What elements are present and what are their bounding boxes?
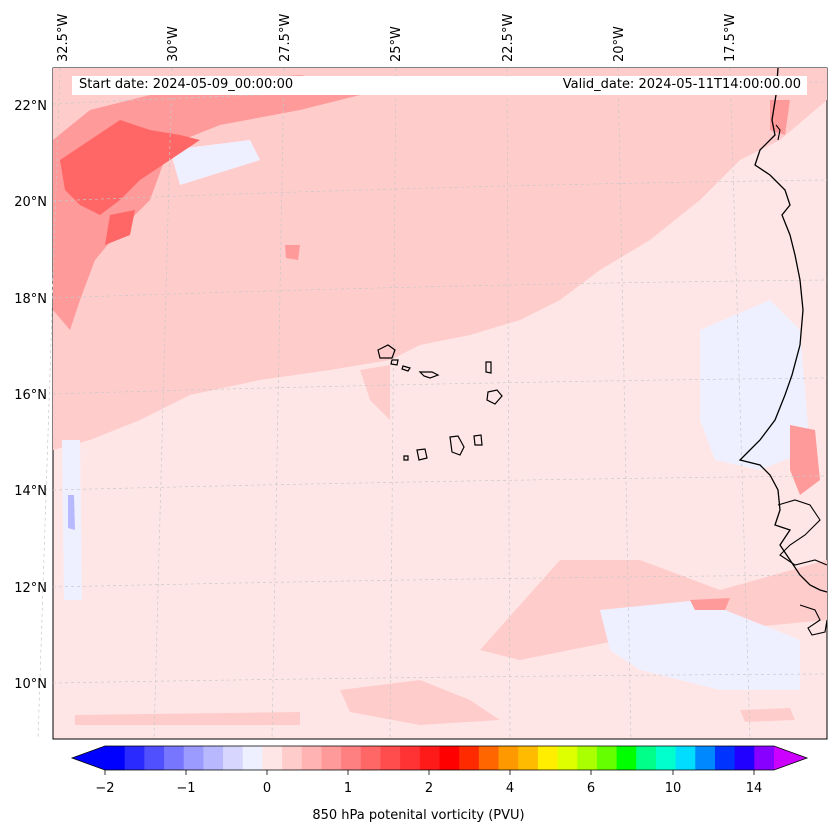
- lat-label: 14°N: [14, 484, 47, 499]
- pv-contour-negative-4: [170, 140, 260, 185]
- colorbar-segment: [105, 746, 126, 770]
- bissagos-outline: [799, 604, 828, 636]
- colorbar-segment: [419, 746, 440, 770]
- pv-contour-negative-2: [600, 600, 800, 690]
- pv-contour-low-5: [740, 708, 795, 722]
- latitude-labels: 22°N 20°N 18°N 16°N 14°N 12°N 10°N: [14, 99, 47, 692]
- lat-label: 20°N: [14, 195, 47, 210]
- colorbar-tick-label: 2: [424, 781, 434, 796]
- gambia-outline: [777, 499, 828, 566]
- lat-label: 10°N: [14, 677, 47, 692]
- colorbar-tick-label: 6: [586, 781, 596, 796]
- lon-label: 25°W: [389, 26, 404, 62]
- pv-contour-negative-5: [68, 495, 75, 530]
- colorbar-segment: [537, 746, 559, 770]
- colorbar-segment: [478, 746, 500, 770]
- colorbar-tick-label: 10: [664, 781, 682, 796]
- colorbar-segment: [498, 746, 519, 770]
- colorbar-segment: [262, 746, 283, 770]
- colorbar-segment: [380, 746, 401, 770]
- colorbar-segment: [360, 746, 381, 770]
- pv-contour-mid-3: [790, 425, 820, 495]
- colorbar-segment: [203, 746, 224, 770]
- valid-date-text: Valid_date: 2024-05-11T14:00:00.00: [562, 77, 801, 92]
- pv-contour-low-3: [340, 680, 500, 725]
- colorbar-segment: [439, 746, 460, 770]
- pv-contour-mid-2: [285, 245, 300, 260]
- colorbar-tick-label: 0: [262, 781, 272, 796]
- colorbar-segment: [636, 746, 657, 770]
- colorbar-segment: [596, 746, 618, 770]
- colorbar-segment: [675, 746, 696, 770]
- lat-label: 22°N: [14, 99, 47, 114]
- cabo-verde-islands: [377, 344, 503, 461]
- bay-outline: [775, 124, 781, 141]
- pv-contour-low-4: [75, 712, 300, 725]
- pv-contour-mid-5: [770, 100, 790, 135]
- colorbar-segment: [459, 746, 480, 770]
- colorbar-segment: [183, 746, 204, 770]
- colorbar-segment: [714, 746, 736, 770]
- colorbar-segment: [341, 746, 362, 770]
- colorbar-segment: [616, 746, 637, 770]
- colorbar-extend-low: [72, 746, 105, 770]
- pv-contour-mid-4: [690, 598, 730, 610]
- lon-label: 17.5°W: [723, 14, 738, 62]
- graticule: [37, 67, 828, 740]
- colorbar-segment: [754, 746, 775, 770]
- lat-label: 16°N: [14, 388, 47, 403]
- colorbar-label: 850 hPa potenital vorticity (PVU): [312, 808, 525, 823]
- colorbar-segment: [242, 746, 263, 770]
- colorbar-segment: [695, 746, 716, 770]
- pv-contour-negative: [700, 300, 810, 470]
- africa-coastline: [738, 67, 828, 593]
- lat-label: 12°N: [14, 581, 47, 596]
- longitude-labels: 32.5°W 30°W 27.5°W 25°W 22.5°W 20°W 17.5…: [56, 14, 738, 62]
- colorbar-segment: [655, 746, 677, 770]
- info-banner: [72, 76, 807, 95]
- colorbar-segment: [400, 746, 421, 770]
- colorbar-tick-label: 4: [505, 781, 515, 796]
- colorbar-segment: [518, 746, 539, 770]
- lon-label: 22.5°W: [501, 14, 516, 62]
- lon-label: 20°W: [612, 26, 627, 62]
- start-date-text: Start date: 2024-05-09_00:00:00: [79, 77, 294, 92]
- colorbar-segment: [734, 746, 755, 770]
- colorbar-segment: [577, 746, 598, 770]
- lon-label: 30°W: [166, 26, 181, 62]
- colorbar-segment: [301, 746, 322, 770]
- colorbar-segment: [223, 746, 244, 770]
- pv-contour-high: [60, 120, 200, 215]
- pv-contour-low-6: [360, 365, 390, 420]
- pv-contour-high-2: [105, 210, 135, 245]
- colorbar-segment: [282, 746, 303, 770]
- colorbar-tick-label: −1: [176, 781, 196, 796]
- colorbar-segment: [557, 746, 578, 770]
- lat-label: 18°N: [14, 292, 47, 307]
- colorbar-segment: [144, 746, 165, 770]
- lon-label: 27.5°W: [278, 14, 293, 62]
- colorbar-tick-label: 14: [745, 781, 763, 796]
- colorbar-segment: [321, 746, 342, 770]
- colorbar-extend-high: [774, 746, 807, 770]
- colorbar-tick-label: 1: [343, 781, 353, 796]
- colorbar-segment: [164, 746, 185, 770]
- colorbar-tick-label: −2: [95, 781, 115, 796]
- colorbar-segment: [124, 746, 145, 770]
- lon-label: 32.5°W: [56, 14, 71, 62]
- colorbar: [70, 745, 809, 775]
